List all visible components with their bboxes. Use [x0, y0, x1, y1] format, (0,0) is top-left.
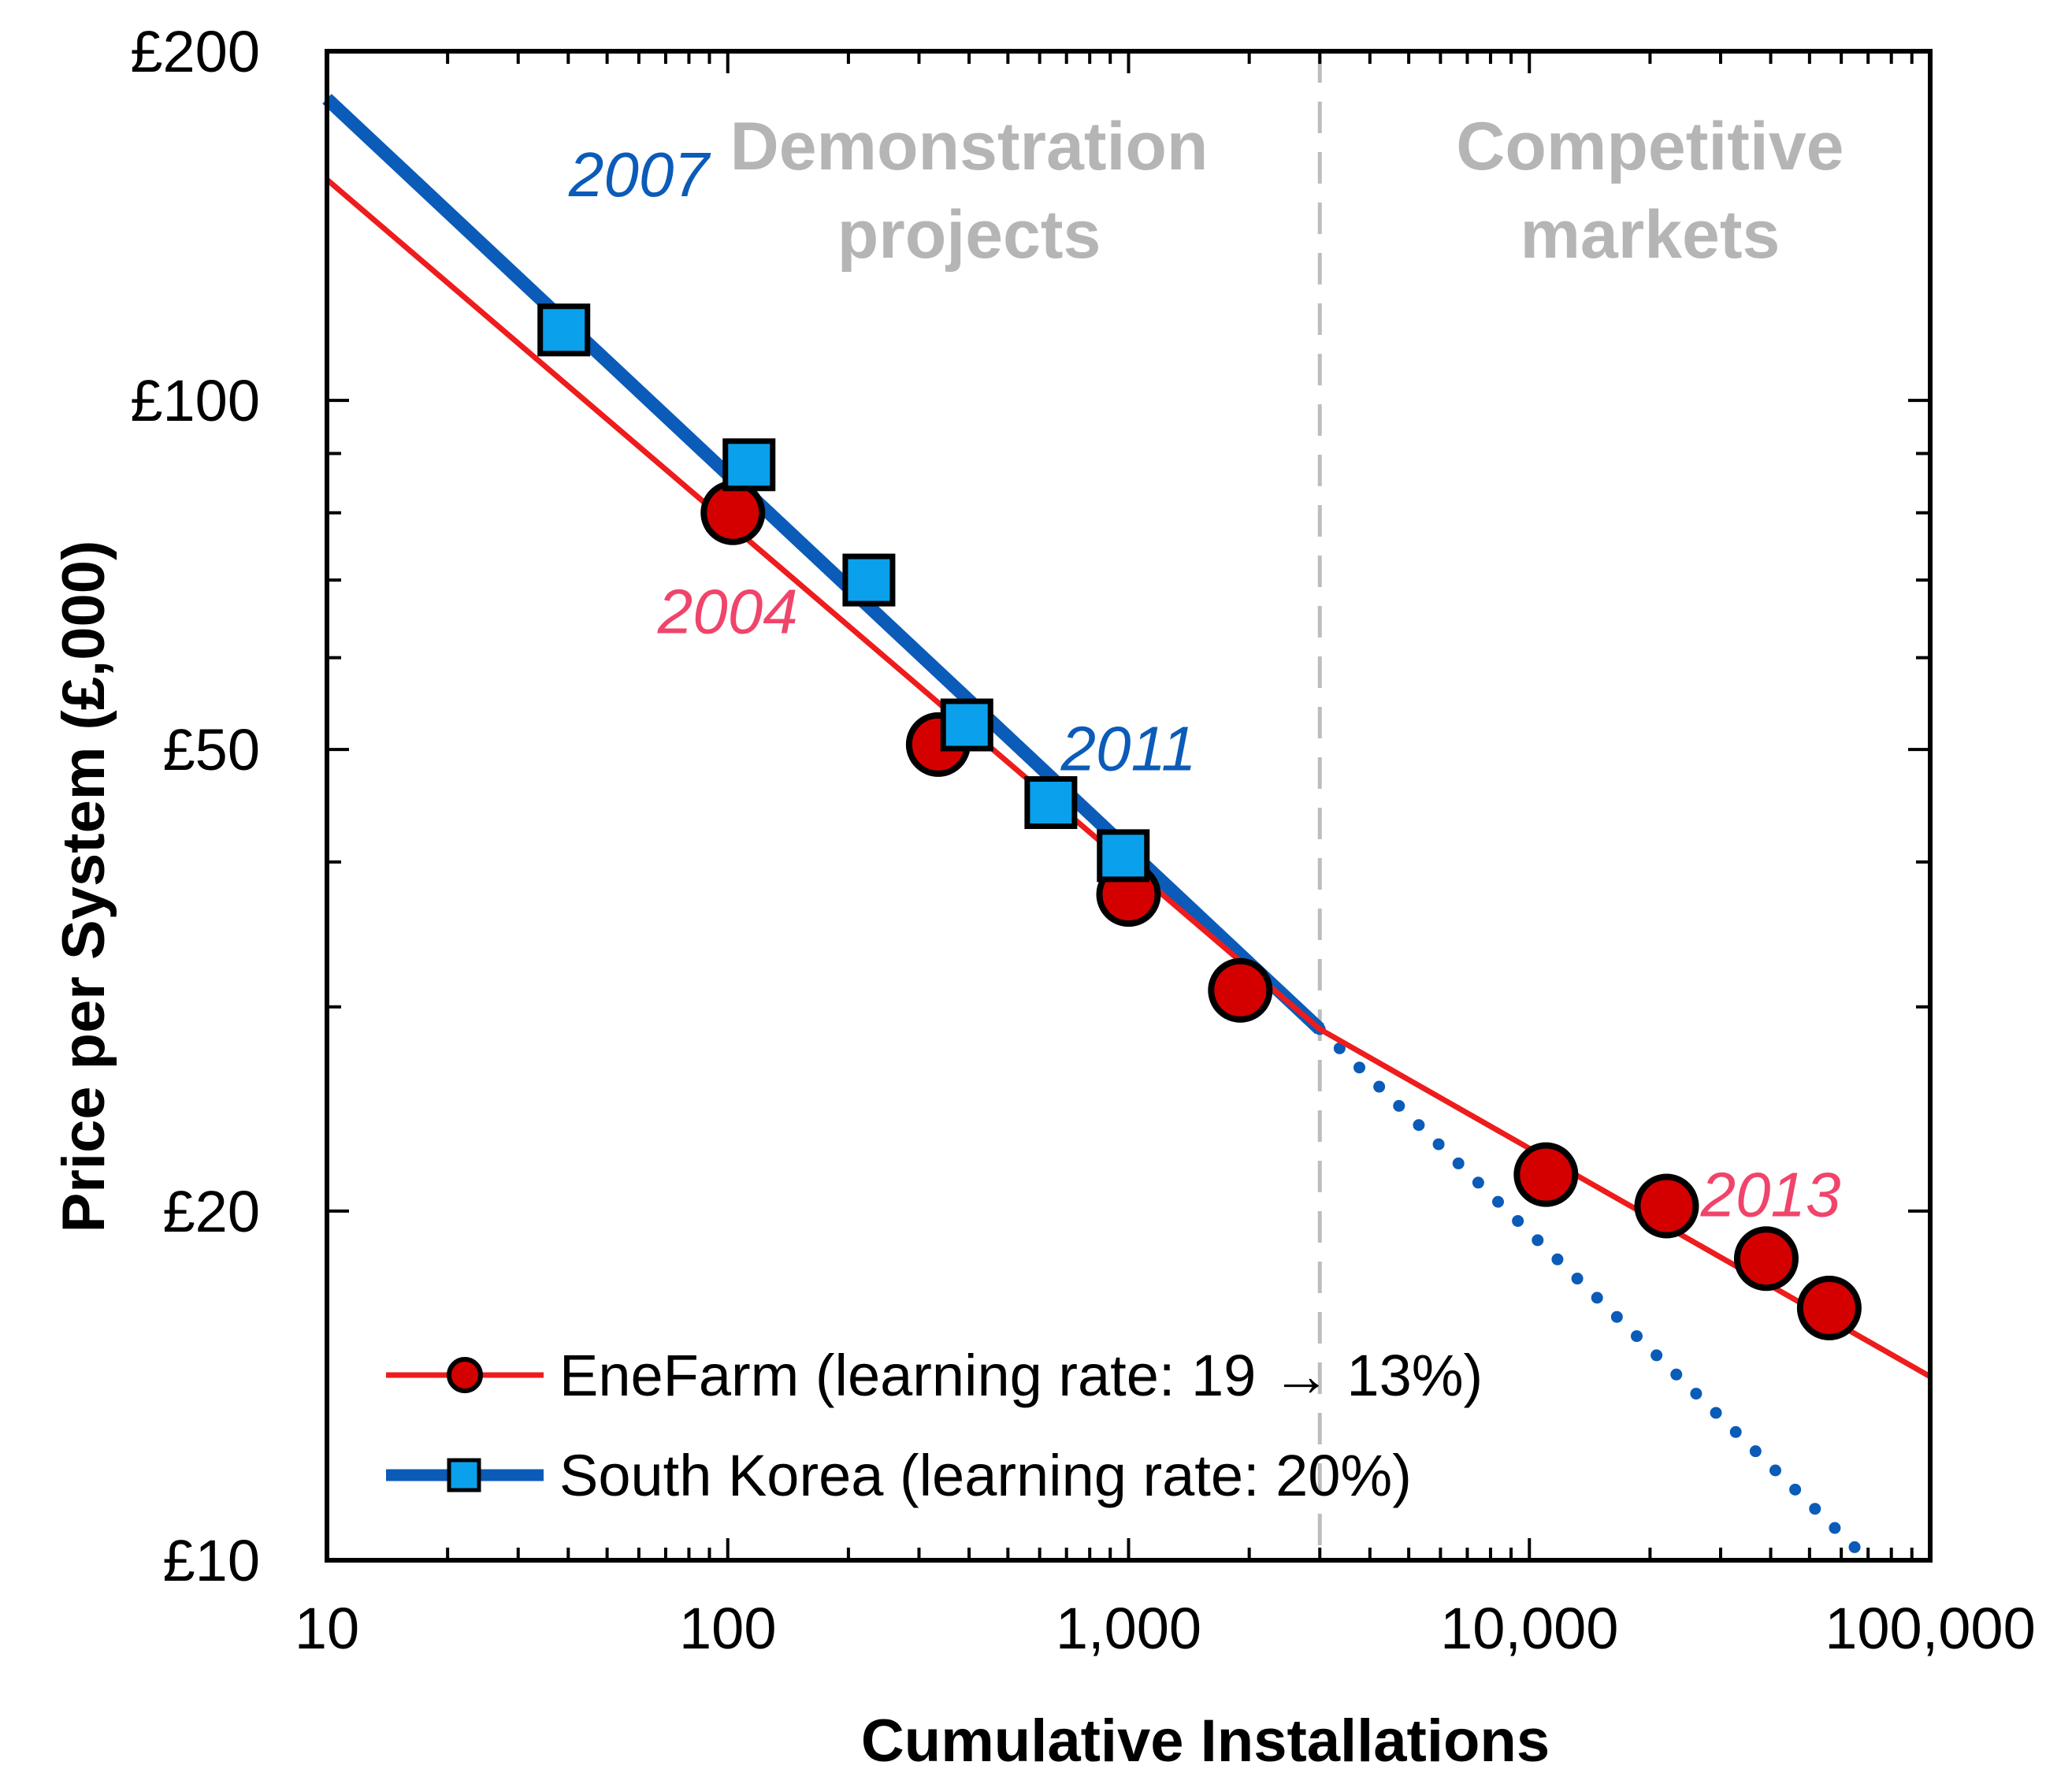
x-tick-label-100: 100: [679, 1596, 776, 1661]
y-tick-label-200: £200: [130, 19, 260, 84]
south-korea-point-3: [842, 553, 896, 607]
legend-enefarm-marker: [447, 1357, 483, 1393]
enefarm-fit-line: [325, 177, 1932, 1379]
south-korea-point-2: [722, 438, 776, 492]
region-label-demonstration-line-2: projects: [837, 197, 1101, 273]
year-2011-label: 2011: [1060, 713, 1196, 783]
south-korea-point-6: [1097, 829, 1150, 883]
enefarm-point-6: [1634, 1173, 1699, 1239]
south-korea-point-1: [537, 303, 591, 357]
year-2007-label: 2007: [568, 139, 711, 210]
enefarm-point-1: [700, 480, 766, 545]
legend-enefarm-label: EneFarm (learning rate: 19 → 13%): [559, 1343, 1483, 1408]
y-tick-label-10: £10: [163, 1528, 260, 1593]
legend-south-korea-marker: [447, 1458, 481, 1492]
south-korea-point-4: [940, 698, 993, 752]
y-axis-title: Price per System (£,000): [50, 541, 117, 1233]
y-tick-label-20: £20: [163, 1179, 260, 1244]
x-tick-label-100000: 100,000: [1825, 1596, 2036, 1661]
year-2013-label: 2013: [1700, 1159, 1841, 1229]
enefarm-point-8: [1796, 1275, 1862, 1340]
south-korea-point-5: [1024, 776, 1078, 830]
legend-south-korea-label: South Korea (learning rate: 20%): [559, 1443, 1412, 1508]
south-korea-fit-line: [322, 94, 1325, 1035]
enefarm-point-7: [1733, 1226, 1799, 1292]
region-label-competitive-line-1: Competitive: [1456, 109, 1844, 184]
enefarm-point-5: [1513, 1142, 1579, 1207]
region-label-competitive-line-2: markets: [1520, 197, 1780, 273]
region-label-demonstration-line-1: Demonstration: [730, 109, 1209, 184]
x-tick-label-1000: 1,000: [1056, 1596, 1201, 1661]
x-tick-label-10000: 10,000: [1440, 1596, 1618, 1661]
enefarm-point-4: [1208, 957, 1273, 1023]
year-2004-label: 2004: [657, 576, 798, 646]
y-tick-label-50: £50: [163, 717, 260, 782]
south-korea-projection-line: [1313, 1023, 1874, 1567]
x-tick-label-10: 10: [295, 1596, 359, 1661]
y-tick-label-100: £100: [130, 368, 260, 433]
x-axis-title: Cumulative Installations: [861, 1708, 1550, 1773]
